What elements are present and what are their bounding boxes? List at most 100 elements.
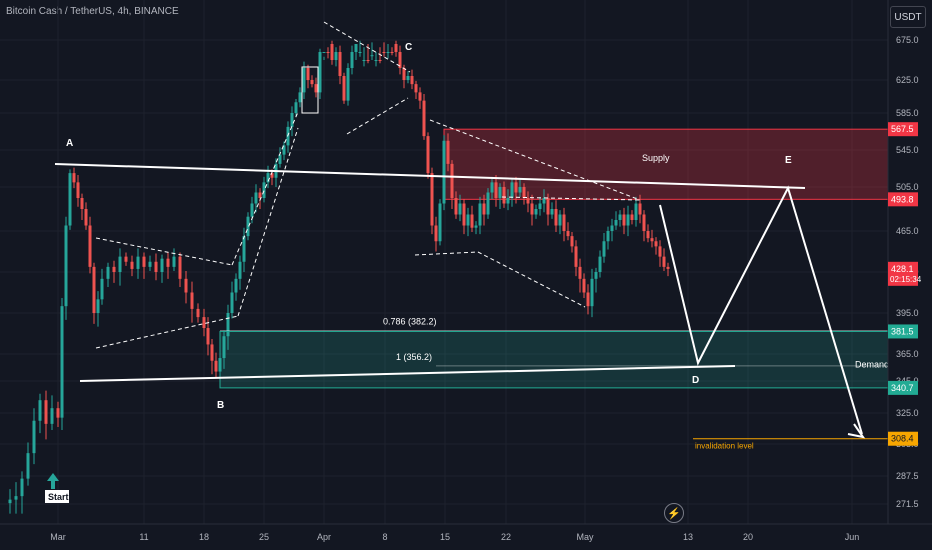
countdown-label: 02:15:34	[890, 275, 922, 284]
candle-body	[310, 80, 314, 85]
candle-body	[38, 400, 42, 421]
candle-body	[538, 203, 542, 209]
currency-unit-badge[interactable]: USDT	[890, 6, 926, 28]
candle-body	[100, 278, 104, 300]
candle-body	[658, 246, 662, 257]
candle-body	[378, 60, 382, 61]
candle-body	[566, 231, 570, 237]
candle-body	[84, 209, 88, 226]
y-tick-label: 395.0	[896, 308, 919, 318]
candle-body	[522, 187, 526, 198]
candle-body	[382, 52, 386, 53]
pattern-line	[95, 315, 239, 349]
candle-body	[474, 225, 478, 228]
candle-body	[88, 225, 92, 267]
price-badge-label: 381.5	[891, 326, 914, 336]
candle-body	[650, 238, 654, 242]
candle-body	[290, 113, 294, 127]
candle-body	[366, 60, 370, 61]
upper-trend-line	[54, 163, 806, 189]
candle-body	[574, 246, 578, 267]
candle-body	[148, 261, 152, 267]
candle-body	[250, 203, 254, 217]
candle-body	[666, 266, 670, 269]
price-badge-label: 567.5	[891, 124, 914, 134]
candle-body	[226, 313, 230, 337]
candle-body	[262, 182, 266, 198]
candle-body	[526, 198, 530, 204]
candle-body	[510, 182, 514, 198]
candle-body	[462, 203, 466, 226]
candle-body	[570, 236, 574, 247]
demand-zone-label: Demand	[855, 359, 889, 369]
price-badge	[888, 380, 918, 395]
x-tick-label: Mar	[50, 532, 66, 542]
candle-body	[362, 60, 366, 61]
price-badge-label: 308.4	[891, 434, 914, 444]
candle-body	[68, 173, 72, 226]
candle-body	[406, 76, 410, 80]
candle-body	[622, 214, 626, 226]
candle-body	[44, 400, 48, 424]
fib-label: 1 (356.2)	[396, 352, 432, 362]
candle-body	[454, 198, 458, 215]
candle-body	[494, 182, 498, 198]
candle-body	[32, 420, 36, 454]
candle-body	[434, 225, 438, 242]
candle-body	[558, 214, 562, 226]
candle-body	[426, 136, 430, 174]
candle-body	[450, 163, 454, 198]
pattern-line	[501, 196, 641, 201]
candle-body	[602, 241, 606, 257]
pattern-line	[429, 119, 641, 201]
x-tick-label: Apr	[317, 532, 331, 542]
lightning-icon[interactable]: ⚡	[664, 503, 684, 523]
projected-path	[659, 185, 863, 435]
candle-body	[112, 266, 116, 272]
candle-body	[562, 214, 566, 231]
candle-body	[76, 182, 80, 198]
candle-body	[130, 261, 134, 269]
candle-body	[402, 68, 406, 80]
candle-body	[646, 231, 650, 239]
price-badge-label: 428.1	[891, 264, 914, 274]
candle-body	[242, 236, 246, 262]
wave-label-e: E	[785, 155, 792, 166]
x-tick-label: 18	[199, 532, 209, 542]
candle-body	[322, 52, 326, 53]
candle-body	[442, 140, 446, 204]
candle-body	[606, 231, 610, 242]
pattern-line	[237, 127, 299, 317]
candle-body	[530, 203, 534, 215]
price-badge	[888, 431, 918, 446]
x-tick-label: 8	[382, 532, 387, 542]
candle-body	[92, 266, 96, 313]
candle-body	[258, 192, 262, 198]
y-tick-label: 325.0	[896, 408, 919, 418]
wave-label-a: A	[66, 138, 73, 149]
candle-body	[278, 154, 282, 164]
x-tick-label: 20	[743, 532, 753, 542]
candle-body	[546, 198, 550, 215]
price-badge	[888, 192, 918, 207]
candle-body	[26, 453, 30, 479]
candle-body	[350, 52, 354, 68]
candle-body	[172, 256, 176, 267]
candle-body	[610, 225, 614, 231]
candle-body	[642, 214, 646, 231]
candle-body	[72, 173, 76, 183]
start-arrow-icon	[47, 473, 59, 489]
candle-body	[514, 182, 518, 193]
candle-body	[142, 256, 146, 267]
candle-body	[326, 52, 330, 53]
candle-body	[254, 192, 258, 204]
candle-body	[154, 261, 158, 272]
y-tick-label: 271.5	[896, 499, 919, 509]
chart-title: Bitcoin Cash / TetherUS, 4h, BINANCE	[6, 6, 179, 17]
y-tick-label: 287.5	[896, 471, 919, 481]
candle-body	[534, 209, 538, 215]
candle-body	[302, 68, 306, 93]
candle-body	[330, 44, 334, 60]
fib-label: 0.786 (382.2)	[383, 316, 437, 326]
